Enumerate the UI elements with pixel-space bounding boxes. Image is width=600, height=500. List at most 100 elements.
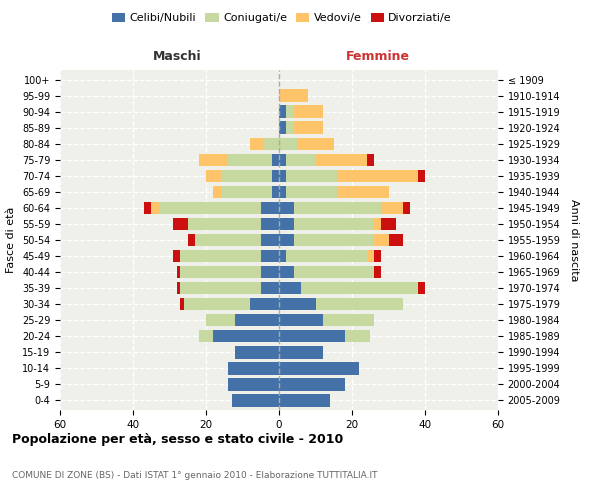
Bar bbox=[279, 250, 286, 262]
Text: Popolazione per età, sesso e stato civile - 2010: Popolazione per età, sesso e stato civil… bbox=[12, 432, 343, 446]
Bar bbox=[261, 282, 279, 294]
Bar bbox=[286, 122, 293, 134]
Bar bbox=[344, 330, 370, 342]
Bar bbox=[199, 330, 214, 342]
Bar bbox=[279, 154, 286, 166]
Bar bbox=[279, 378, 344, 390]
Bar bbox=[279, 218, 293, 230]
Bar bbox=[279, 186, 286, 198]
Bar bbox=[261, 250, 279, 262]
Bar bbox=[279, 314, 323, 326]
Bar bbox=[297, 138, 334, 150]
Bar bbox=[250, 138, 265, 150]
Bar bbox=[381, 218, 396, 230]
Bar bbox=[374, 218, 381, 230]
Bar bbox=[158, 202, 261, 214]
Bar bbox=[272, 186, 279, 198]
Bar bbox=[316, 154, 367, 166]
Bar bbox=[418, 282, 425, 294]
Bar bbox=[389, 234, 403, 246]
Bar bbox=[228, 154, 272, 166]
Bar bbox=[181, 266, 261, 278]
Bar bbox=[206, 314, 235, 326]
Text: COMUNE DI ZONE (BS) - Dati ISTAT 1° gennaio 2010 - Elaborazione TUTTITALIA.IT: COMUNE DI ZONE (BS) - Dati ISTAT 1° genn… bbox=[12, 470, 377, 480]
Bar bbox=[214, 330, 279, 342]
Bar bbox=[279, 122, 286, 134]
Y-axis label: Anni di nascita: Anni di nascita bbox=[569, 198, 578, 281]
Bar bbox=[261, 218, 279, 230]
Bar bbox=[250, 298, 279, 310]
Bar bbox=[181, 282, 261, 294]
Bar bbox=[301, 282, 418, 294]
Bar bbox=[177, 266, 181, 278]
Bar bbox=[228, 378, 279, 390]
Bar bbox=[235, 346, 279, 358]
Bar bbox=[206, 170, 221, 182]
Bar bbox=[279, 138, 297, 150]
Bar bbox=[261, 234, 279, 246]
Bar bbox=[418, 170, 425, 182]
Y-axis label: Fasce di età: Fasce di età bbox=[7, 207, 16, 273]
Bar bbox=[286, 106, 293, 118]
Bar bbox=[235, 314, 279, 326]
Bar bbox=[177, 282, 181, 294]
Bar bbox=[188, 234, 195, 246]
Bar bbox=[279, 106, 286, 118]
Bar bbox=[374, 266, 381, 278]
Bar bbox=[293, 218, 374, 230]
Bar bbox=[144, 202, 151, 214]
Bar bbox=[279, 90, 308, 102]
Bar bbox=[286, 186, 337, 198]
Bar bbox=[381, 202, 403, 214]
Bar bbox=[286, 250, 367, 262]
Bar bbox=[279, 170, 286, 182]
Bar bbox=[261, 266, 279, 278]
Bar bbox=[374, 234, 389, 246]
Bar bbox=[265, 138, 279, 150]
Bar bbox=[279, 298, 316, 310]
Bar bbox=[293, 234, 374, 246]
Bar bbox=[293, 266, 374, 278]
Bar bbox=[337, 170, 418, 182]
Bar bbox=[195, 234, 261, 246]
Text: Maschi: Maschi bbox=[152, 50, 202, 62]
Bar bbox=[272, 170, 279, 182]
Bar bbox=[286, 170, 337, 182]
Bar bbox=[261, 202, 279, 214]
Bar bbox=[279, 266, 293, 278]
Bar bbox=[173, 250, 181, 262]
Bar bbox=[181, 250, 261, 262]
Bar bbox=[173, 218, 188, 230]
Legend: Celibi/Nubili, Coniugati/e, Vedovi/e, Divorziati/e: Celibi/Nubili, Coniugati/e, Vedovi/e, Di… bbox=[107, 8, 457, 28]
Bar bbox=[279, 394, 330, 406]
Bar bbox=[279, 346, 323, 358]
Bar bbox=[279, 234, 293, 246]
Bar bbox=[367, 154, 374, 166]
Bar bbox=[293, 202, 381, 214]
Bar bbox=[232, 394, 279, 406]
Bar bbox=[228, 362, 279, 374]
Bar bbox=[367, 250, 374, 262]
Bar bbox=[221, 186, 272, 198]
Bar bbox=[279, 330, 344, 342]
Bar bbox=[323, 314, 374, 326]
Bar bbox=[374, 250, 381, 262]
Bar bbox=[286, 154, 316, 166]
Text: Femmine: Femmine bbox=[346, 50, 410, 62]
Bar bbox=[337, 186, 389, 198]
Bar bbox=[403, 202, 410, 214]
Bar bbox=[293, 106, 323, 118]
Bar bbox=[214, 186, 221, 198]
Bar bbox=[184, 298, 250, 310]
Bar bbox=[151, 202, 158, 214]
Bar bbox=[316, 298, 403, 310]
Bar bbox=[279, 362, 359, 374]
Bar bbox=[293, 122, 323, 134]
Bar bbox=[181, 298, 184, 310]
Bar bbox=[188, 218, 261, 230]
Bar bbox=[221, 170, 272, 182]
Bar bbox=[272, 154, 279, 166]
Bar bbox=[279, 282, 301, 294]
Bar bbox=[279, 202, 293, 214]
Bar bbox=[199, 154, 228, 166]
